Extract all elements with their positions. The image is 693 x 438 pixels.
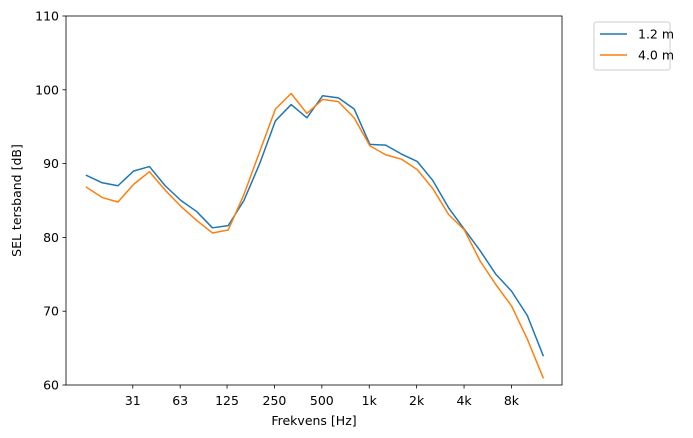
- x-tick-label: 8k: [504, 393, 520, 408]
- x-tick-label: 250: [263, 393, 287, 408]
- y-axis: 60 70 80 90 100 110: [35, 9, 66, 393]
- x-tick-label: 4k: [456, 393, 472, 408]
- y-tick-label: 110: [35, 9, 59, 24]
- legend-label-2: 4.0 m: [638, 48, 674, 63]
- legend: 1.2 m 4.0 m: [593, 21, 674, 71]
- plot-area: [65, 15, 563, 386]
- x-axis: 31 63 125 250 500 1k 2k 4k 8k: [125, 385, 520, 408]
- x-tick-label: 1k: [362, 393, 378, 408]
- series-line-1: [85, 94, 545, 357]
- x-tick-label: 31: [125, 393, 141, 408]
- series-line-2: [85, 92, 545, 379]
- y-axis-label: SEL tersband [dB]: [9, 144, 24, 257]
- x-tick-label: 2k: [409, 393, 425, 408]
- x-tick-label: 125: [215, 393, 239, 408]
- y-tick-label: 80: [43, 230, 59, 245]
- plot-frame: [65, 15, 563, 386]
- x-tick-label: 500: [310, 393, 334, 408]
- x-tick-label: 63: [172, 393, 188, 408]
- y-tick-label: 60: [43, 378, 59, 393]
- y-tick-label: 70: [43, 304, 59, 319]
- x-axis-label: Frekvens [Hz]: [271, 413, 356, 428]
- y-tick-label: 90: [43, 156, 59, 171]
- y-tick-label: 100: [35, 82, 59, 97]
- legend-label-1: 1.2 m: [638, 27, 674, 42]
